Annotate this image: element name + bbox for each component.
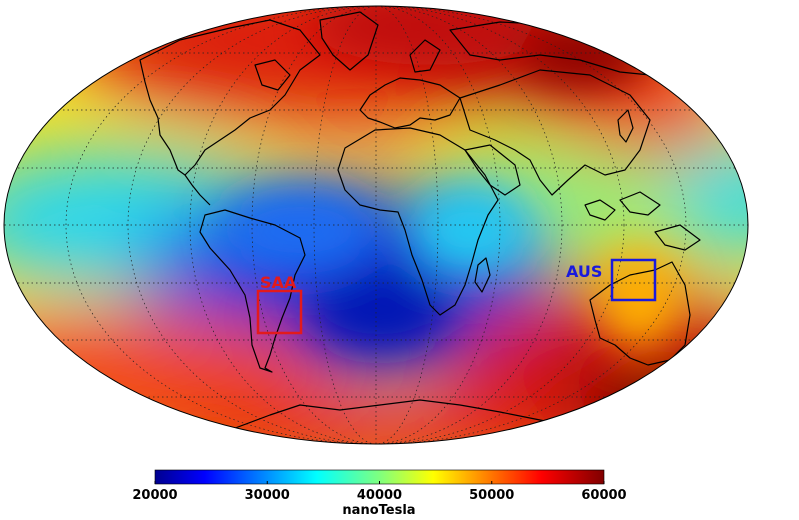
colorbar-tick-label: 60000 (581, 488, 626, 503)
colorbar-tick-label: 20000 (132, 488, 177, 503)
saa-region-label: SAA (260, 273, 297, 292)
saa-region-box (256, 289, 303, 335)
colorbar-tick-label: 30000 (245, 488, 290, 503)
colorbar-tick-label: 50000 (469, 488, 514, 503)
colorbar-ticks: 20000 30000 40000 50000 60000 (132, 481, 627, 503)
aus-region-label: AUS (566, 262, 602, 281)
colorbar-label: nanoTesla (342, 503, 415, 518)
globe-outline (3, 5, 749, 445)
aus-region-box (610, 258, 657, 302)
colorbar-tick-label: 40000 (357, 488, 402, 503)
graticule (4, 6, 748, 444)
